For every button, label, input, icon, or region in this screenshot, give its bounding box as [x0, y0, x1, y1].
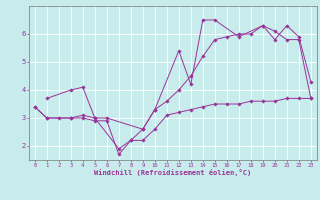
X-axis label: Windchill (Refroidissement éolien,°C): Windchill (Refroidissement éolien,°C) — [94, 169, 252, 176]
